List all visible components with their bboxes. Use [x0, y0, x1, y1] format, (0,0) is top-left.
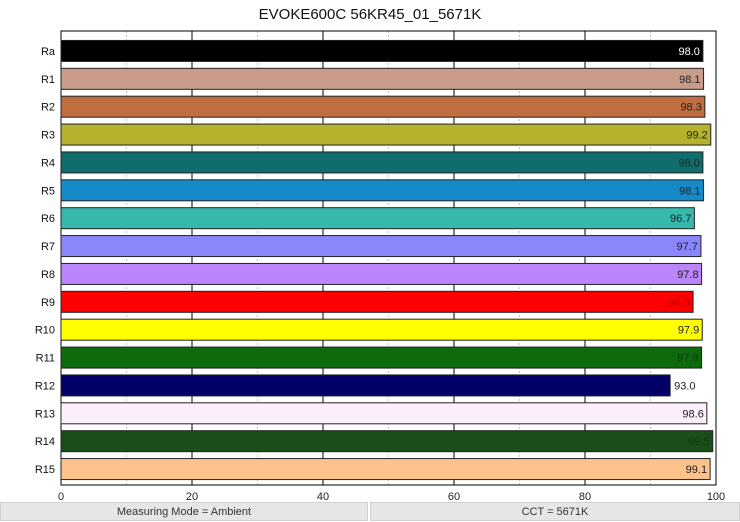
bar-R6 — [60, 207, 695, 230]
category-label: R7 — [41, 241, 55, 253]
value-label: 97.8 — [677, 269, 698, 281]
value-label: 98.1 — [679, 74, 700, 86]
category-label: R4 — [41, 157, 55, 169]
category-label: R12 — [35, 380, 55, 392]
value-label: 98.1 — [679, 185, 700, 197]
bar-R1 — [60, 67, 705, 90]
x-tick-label: 60 — [448, 491, 460, 500]
value-label: 97.8 — [677, 353, 698, 365]
x-tick-label: 80 — [579, 491, 591, 500]
value-label: 98.3 — [680, 102, 701, 114]
category-label: R6 — [41, 213, 55, 225]
bar-R8 — [60, 262, 703, 285]
measuring-mode-status: Measuring Mode = Ambient — [0, 502, 368, 521]
plot-frame — [60, 30, 717, 486]
category-label: Ra — [41, 46, 56, 58]
bar-R10 — [60, 318, 703, 341]
category-label: R2 — [41, 102, 55, 114]
bar-R15 — [60, 458, 711, 481]
cct-status: CCT = 5671K — [370, 502, 740, 521]
value-label: 99.5 — [688, 436, 709, 448]
category-label: R15 — [35, 464, 55, 476]
category-label: R3 — [41, 130, 55, 142]
category-label: R1 — [41, 74, 55, 86]
value-label: 99.2 — [686, 130, 707, 142]
category-label: R5 — [41, 185, 55, 197]
bar-R14 — [60, 430, 714, 453]
value-label: 97.9 — [678, 325, 699, 337]
category-label: R10 — [35, 325, 55, 337]
value-label: 96.5 — [669, 297, 690, 309]
chart-title: EVOKE600C 56KR45_01_5671K — [258, 6, 482, 23]
value-label: 97.7 — [677, 241, 698, 253]
category-label: R9 — [41, 297, 55, 309]
bar-chart: 0 20 40 60 80 100 Ra 98.0 R1 98.1 R2 98.3 R3 99.2 R4 98… — [35, 30, 725, 500]
bar-R11 — [60, 346, 703, 369]
bar-R5 — [60, 179, 705, 202]
value-label: 98.6 — [682, 408, 703, 420]
x-tick-label: 0 — [58, 491, 64, 500]
x-tick-label: 40 — [317, 491, 329, 500]
category-label: R13 — [35, 408, 55, 420]
bar-Ra — [60, 39, 704, 62]
category-label: R8 — [41, 269, 55, 281]
value-label: 98.0 — [678, 46, 699, 58]
bar-R7 — [60, 235, 702, 258]
value-label: 93.0 — [674, 380, 695, 392]
x-tick-label: 100 — [707, 491, 725, 500]
bar-R13 — [60, 402, 708, 425]
bar-R3 — [60, 123, 712, 146]
x-tick-label: 20 — [186, 491, 198, 500]
value-label: 98.0 — [678, 157, 699, 169]
category-label: R14 — [35, 436, 55, 448]
category-label: R11 — [36, 353, 55, 365]
bar-R9 — [60, 290, 694, 313]
bar-R2 — [60, 95, 706, 118]
bar-R4 — [60, 151, 704, 174]
value-label: 99.1 — [686, 464, 707, 476]
value-label: 96.7 — [670, 213, 691, 225]
bar-R12 — [60, 374, 671, 397]
